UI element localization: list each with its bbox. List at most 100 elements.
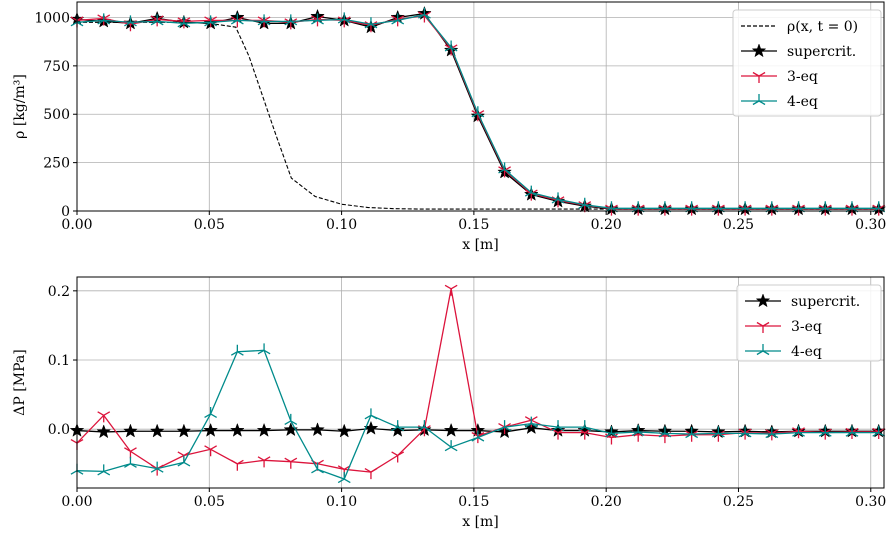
data-point [364,468,378,480]
legend-box [732,9,882,117]
data-point [391,451,405,463]
data-point [524,185,538,197]
data-point [203,422,218,437]
data-point [204,445,218,457]
data-point [444,284,458,296]
x-tick-label: 0.15 [458,494,489,510]
data-point [498,162,511,174]
data-point [765,427,779,439]
data-point [124,447,137,459]
legend-entry: 3-eq [741,69,818,85]
data-point [204,406,218,419]
data-point [177,16,191,28]
data-point [256,422,272,437]
data-point [97,411,111,423]
legend-label: supercrit. [791,294,860,310]
legend-entry: 3-eq [745,319,822,335]
data-point [230,344,244,356]
x-tick-label: 0.05 [194,494,225,510]
x-tick-label: 0.10 [326,494,357,510]
data-point [364,408,378,420]
x-tick-label: 0.10 [326,217,357,233]
legend-entry: ρ(x, t = 0) [741,19,858,35]
x-tick-label: 0.30 [855,494,886,510]
y-axis-label: ρ [kg/m³] [12,74,28,139]
data-point [311,462,324,474]
data-point [230,13,244,25]
x-tick-label: 0.15 [458,217,489,233]
data-point [97,13,111,25]
y-tick-label: 500 [43,107,70,123]
data-point [149,423,165,438]
x-tick-label: 0.20 [591,494,622,510]
data-point [284,14,298,26]
data-point [97,464,111,476]
data-point [123,423,138,438]
x-tick-label: 0.25 [723,494,754,510]
data-point [391,420,405,432]
legend-entry: 4-eq [745,344,822,360]
data-point [578,197,592,209]
data-point [551,420,565,432]
axes-frame [76,276,885,489]
data-point [257,456,271,468]
chart-panel-1: 0.00 0.05 0.10 0.15 0.20 0.25 0.30 0.0 0.1 0.2 x [… [12,276,886,530]
data-point [444,440,458,452]
y-tick-label: 250 [43,156,70,172]
data-point [471,106,485,118]
data-point [711,426,725,438]
data-point [658,426,672,438]
data-point [257,14,271,26]
data-point [818,425,832,437]
legend-marker [752,94,766,106]
data-point [578,420,592,432]
chart-panel-0: 0.00 0.05 0.10 0.15 0.20 0.25 0.30 0 250 500 750 10… [12,1,886,253]
data-point [418,420,431,432]
y-tick-label: 0.2 [48,284,70,300]
y-axis-label: ΔP [MPa] [12,349,28,415]
y-tick-label: 750 [43,59,70,75]
legend-box [736,284,882,362]
legend-marker [755,293,771,308]
data-point [631,424,645,437]
data-point [96,424,112,439]
x-axis-label: x [m] [462,514,499,530]
data-point [471,430,485,442]
y-tick-label: 0.1 [48,353,70,369]
legend-marker [751,43,767,58]
y-tick-label: 1000 [34,10,70,26]
x-tick-label: 0.20 [591,217,622,233]
legend-label: 3-eq [791,319,822,335]
series-line [77,21,884,210]
data-point [337,12,351,24]
data-point [284,413,298,425]
data-point [524,416,538,428]
data-point [498,420,511,432]
x-tick-label: 0.30 [855,217,886,233]
data-point [336,423,352,438]
legend-marker [756,344,770,356]
data-point [738,426,752,438]
legend-marker [756,321,770,333]
legend-label: 4-eq [787,94,818,110]
data-point [257,343,271,355]
data-point [230,459,244,471]
data-point [284,457,298,469]
legend-entry: supercrit. [745,293,860,310]
data-point [310,422,325,437]
x-tick-label: 0.00 [61,494,92,510]
legend-label: 3-eq [787,69,818,85]
legend-label: 4-eq [791,344,822,360]
data-point [444,40,458,52]
x-tick-label: 0.05 [194,217,225,233]
series-ρ(x, t = 0) [77,21,884,210]
data-point [150,14,164,26]
data-point [390,422,406,437]
data-point [176,423,192,438]
legend-entry: supercrit. [741,43,856,60]
data-point [792,425,805,437]
data-point [283,422,299,437]
data-point [391,13,405,25]
x-axis-label: x [m] [462,237,499,253]
